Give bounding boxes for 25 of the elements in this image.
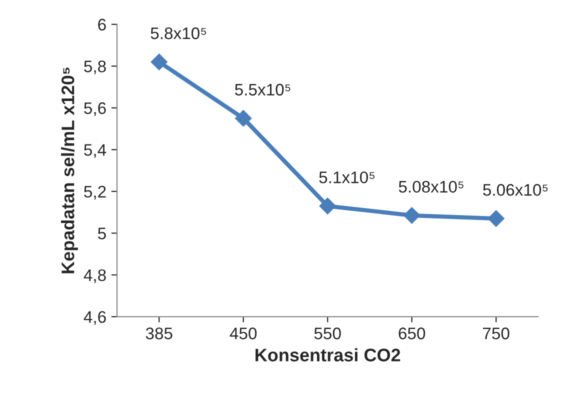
point	[488, 210, 504, 227]
y-tick-label: 5,2	[84, 186, 106, 200]
y-tick-label: 5,6	[84, 102, 106, 116]
y-tick-label: 5,8	[84, 60, 106, 74]
point	[319, 198, 336, 214]
x-tick-label: 550	[314, 328, 341, 340]
y-tick-label: 5	[98, 228, 106, 240]
point	[150, 54, 168, 70]
annotation: 5.08x10⁵	[398, 180, 464, 193]
y-tick-label: 4,8	[84, 269, 106, 284]
annotation: 5.5x10⁵	[235, 84, 290, 96]
annotation: 5.8x10⁵	[150, 27, 206, 40]
y-tick-label: 6	[98, 18, 106, 31]
point	[234, 110, 252, 127]
x-tick-label: 650	[398, 328, 426, 340]
y-tick-label: 5,4	[84, 144, 106, 158]
x-tick-label: 450	[230, 328, 257, 340]
x-axis-title: Konsentrasi CO2	[256, 348, 400, 362]
y-tick-label: 4,6	[84, 311, 106, 325]
annotation: 5.1x10⁵	[319, 171, 374, 184]
x-tick-label: 750	[483, 328, 510, 340]
point	[403, 207, 420, 224]
y-axis-title: Kepadatan sel/mL x120⁵	[61, 68, 78, 274]
x-tick-label: 385	[146, 328, 172, 340]
annotation: 5.06x10⁵	[483, 184, 548, 196]
